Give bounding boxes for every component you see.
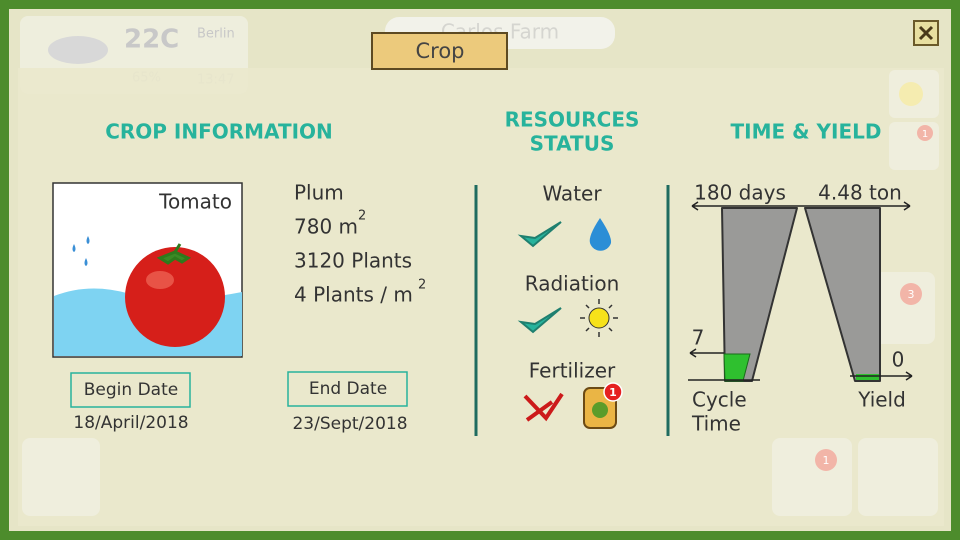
- check-icon: [517, 221, 562, 248]
- temperature: 22C: [124, 25, 179, 55]
- yield-funnel: [804, 207, 881, 382]
- water-icon: [589, 218, 612, 251]
- section-heading: CROP INFORMATION: [105, 120, 333, 144]
- cloud-icon: [48, 36, 108, 64]
- resource-name: Water: [542, 182, 602, 206]
- end-date-label: End Date: [309, 379, 387, 399]
- sun-rays: [580, 299, 618, 337]
- yield-fill: [856, 374, 879, 380]
- side-button[interactable]: [772, 438, 852, 516]
- side-button[interactable]: [873, 272, 935, 344]
- check-icon: [517, 307, 562, 334]
- crop-variety: Plum: [294, 181, 344, 205]
- section-heading: RESOURCES: [505, 108, 640, 132]
- tomato-shine: [146, 271, 174, 289]
- badge: [900, 283, 922, 305]
- avatar-button[interactable]: [22, 438, 100, 516]
- cycle-total: 180 days: [694, 181, 786, 205]
- superscript: 2: [358, 209, 366, 224]
- badge-text: 1: [823, 454, 830, 467]
- begin-date: 18/April/2018: [73, 413, 188, 433]
- cycle-arrow: [689, 348, 724, 358]
- end-date: 23/Sept/2018: [292, 414, 407, 434]
- section-heading: TIME & YIELD: [731, 120, 882, 144]
- tomato-stem: [156, 243, 192, 265]
- badge-text: 3: [908, 288, 915, 301]
- yield-current: 0: [892, 348, 905, 372]
- tab[interactable]: [371, 32, 508, 70]
- resource-name: Radiation: [525, 272, 620, 296]
- yield-label: Yield: [857, 388, 906, 412]
- cross-icon: [523, 392, 564, 422]
- badge: [815, 449, 837, 471]
- cycle-label: Cycle: [692, 388, 747, 412]
- cycle-current: 7: [692, 326, 705, 350]
- sun-icon: [899, 82, 923, 106]
- total-arrow: [691, 201, 911, 211]
- tomato: [125, 247, 225, 347]
- badge: [917, 125, 933, 141]
- cycle-funnel: [721, 207, 798, 382]
- begin-date-label: Begin Date: [84, 380, 178, 400]
- resource-name: Fertilizer: [529, 359, 616, 383]
- side-button[interactable]: [858, 438, 938, 516]
- cycle-fill: [723, 353, 751, 382]
- plant-density: 4 Plants / m: [294, 283, 413, 307]
- crop-name: Tomato: [158, 190, 232, 214]
- yield-total: 4.48 ton: [818, 181, 902, 205]
- section-heading: STATUS: [530, 132, 615, 156]
- city: Berlin: [197, 27, 235, 42]
- begin-date-button[interactable]: [70, 372, 191, 408]
- superscript: 2: [418, 278, 426, 293]
- plant-count: 3120 Plants: [294, 249, 412, 273]
- close-icon: [918, 25, 934, 41]
- badge-text: 1: [922, 129, 928, 140]
- tab-title: Crop: [415, 39, 464, 63]
- sun-icon: [588, 307, 610, 329]
- rain-drops: [72, 236, 90, 266]
- cycle-label: Time: [691, 412, 741, 436]
- fertilizer-leaf: [592, 402, 608, 418]
- end-date-button[interactable]: [287, 371, 408, 407]
- badge: [603, 382, 623, 402]
- crop-area: 780 m: [294, 215, 358, 239]
- badge-text: 1: [609, 386, 617, 399]
- baseline-arrows: [688, 371, 913, 381]
